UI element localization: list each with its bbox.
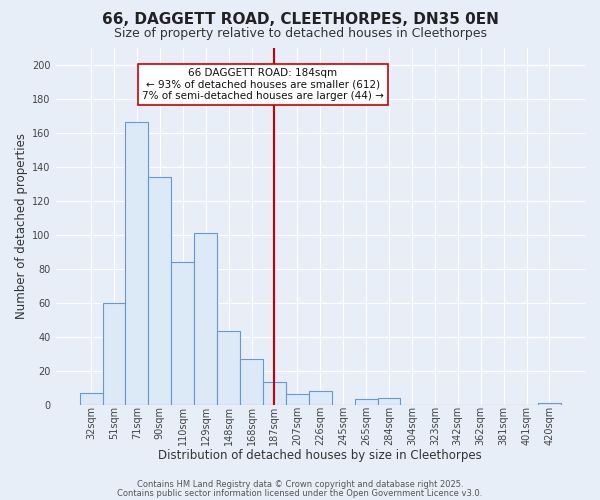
Bar: [148, 176, 171, 404]
Text: Contains public sector information licensed under the Open Government Licence v3: Contains public sector information licen…: [118, 488, 482, 498]
Text: Size of property relative to detached houses in Cleethorpes: Size of property relative to detached ho…: [113, 28, 487, 40]
Bar: [309, 391, 332, 404]
Bar: [103, 302, 125, 404]
Bar: [171, 262, 194, 404]
Text: 66 DAGGETT ROAD: 184sqm
← 93% of detached houses are smaller (612)
7% of semi-de: 66 DAGGETT ROAD: 184sqm ← 93% of detache…: [142, 68, 384, 101]
Bar: [217, 332, 240, 404]
Text: Contains HM Land Registry data © Crown copyright and database right 2025.: Contains HM Land Registry data © Crown c…: [137, 480, 463, 489]
Bar: [240, 358, 263, 405]
Bar: [263, 382, 286, 404]
Bar: [377, 398, 400, 404]
Bar: [538, 403, 561, 404]
X-axis label: Distribution of detached houses by size in Cleethorpes: Distribution of detached houses by size …: [158, 450, 482, 462]
Bar: [355, 400, 377, 404]
Y-axis label: Number of detached properties: Number of detached properties: [15, 133, 28, 319]
Bar: [194, 233, 217, 404]
Bar: [80, 392, 103, 404]
Bar: [286, 394, 309, 404]
Text: 66, DAGGETT ROAD, CLEETHORPES, DN35 0EN: 66, DAGGETT ROAD, CLEETHORPES, DN35 0EN: [101, 12, 499, 28]
Bar: [125, 122, 148, 404]
